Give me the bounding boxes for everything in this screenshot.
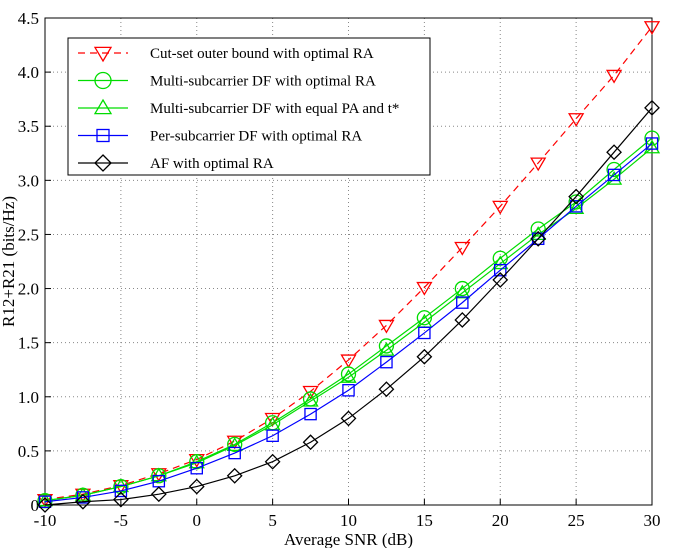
marker [340, 366, 357, 382]
marker [226, 437, 243, 452]
y-tick-label: 3.5 [18, 117, 39, 136]
marker [190, 461, 203, 475]
marker [492, 271, 509, 288]
marker [454, 284, 471, 299]
marker [530, 230, 547, 247]
marker [644, 99, 660, 116]
legend-marker [93, 98, 113, 115]
marker [416, 310, 433, 326]
marker [340, 369, 357, 383]
marker [530, 157, 547, 172]
legend-marker [94, 154, 112, 172]
marker [36, 492, 54, 507]
y-tick-label: 1.0 [18, 388, 39, 407]
marker [378, 341, 395, 356]
x-tick-label: 30 [644, 511, 661, 530]
marker [188, 478, 205, 495]
marker [380, 355, 393, 369]
y-axis-label: R12+R21 (bits/Hz) [0, 196, 18, 327]
marker [226, 467, 243, 484]
marker [38, 495, 52, 509]
marker [569, 200, 583, 213]
legend-label: Cut-set outer bound with optimal RA [150, 46, 374, 62]
marker [264, 412, 281, 427]
marker [378, 381, 395, 398]
marker [304, 407, 317, 421]
marker [567, 113, 585, 127]
legend-box [67, 37, 431, 176]
marker [378, 319, 395, 334]
marker [340, 354, 357, 369]
marker [302, 434, 319, 451]
marker [567, 200, 585, 215]
x-tick-label: 0 [193, 511, 202, 530]
marker [302, 392, 319, 407]
x-tick-label: -5 [114, 511, 128, 530]
marker [416, 281, 433, 296]
marker [75, 493, 91, 510]
marker [531, 232, 545, 246]
y-tick-label: 0.5 [18, 442, 39, 461]
y-tick-label: 4.5 [18, 9, 39, 28]
marker [150, 486, 167, 503]
marker [454, 312, 471, 328]
marker [418, 326, 431, 340]
y-tick-label: 0 [31, 496, 40, 515]
legend-label: Multi-subcarrier DF with optimal RA [150, 74, 376, 90]
marker [643, 21, 661, 35]
marker [340, 410, 357, 427]
x-tick-label: -10 [34, 511, 57, 530]
y-tick-label: 4.0 [18, 63, 39, 82]
legend-marker [93, 46, 113, 63]
marker [605, 69, 623, 84]
y-tick-label: 2.5 [18, 225, 39, 244]
x-tick-label: 15 [416, 511, 433, 530]
plot-frame [44, 17, 653, 506]
marker [493, 263, 507, 277]
series-line [44, 107, 653, 506]
marker [568, 188, 585, 205]
marker [606, 144, 622, 161]
marker [645, 137, 659, 150]
legend-marker [94, 71, 112, 90]
marker [37, 497, 53, 513]
y-tick-label: 2.0 [18, 280, 39, 299]
marker [264, 453, 281, 470]
marker [454, 280, 470, 297]
marker [74, 486, 92, 501]
marker [492, 200, 509, 215]
series-line [44, 147, 653, 502]
marker [342, 384, 355, 397]
marker [416, 348, 433, 365]
marker [454, 241, 471, 256]
legend-label: Multi-subcarrier DF with equal PA and t* [150, 101, 399, 117]
series-line [44, 26, 653, 501]
y-tick-label: 3.0 [18, 171, 39, 190]
legend-label: AF with optimal RA [150, 156, 274, 172]
x-tick-label: 25 [568, 511, 585, 530]
legend-marker [96, 128, 110, 143]
legend-label: Per-subcarrier DF with optimal RA [150, 129, 362, 145]
marker [492, 255, 509, 270]
series-line [44, 143, 653, 503]
y-tick-label: 1.5 [18, 334, 39, 353]
marker [112, 491, 129, 508]
x-tick-label: 20 [492, 511, 509, 530]
marker [266, 429, 279, 442]
marker [228, 446, 241, 460]
marker [456, 296, 469, 309]
x-tick-label: 5 [268, 511, 277, 530]
x-tick-label: 10 [340, 511, 357, 530]
marker [607, 168, 621, 182]
marker [378, 338, 395, 354]
marker [114, 484, 128, 498]
marker [76, 491, 90, 504]
marker [644, 130, 660, 146]
x-axis-label: Average SNR (dB) [284, 530, 413, 548]
